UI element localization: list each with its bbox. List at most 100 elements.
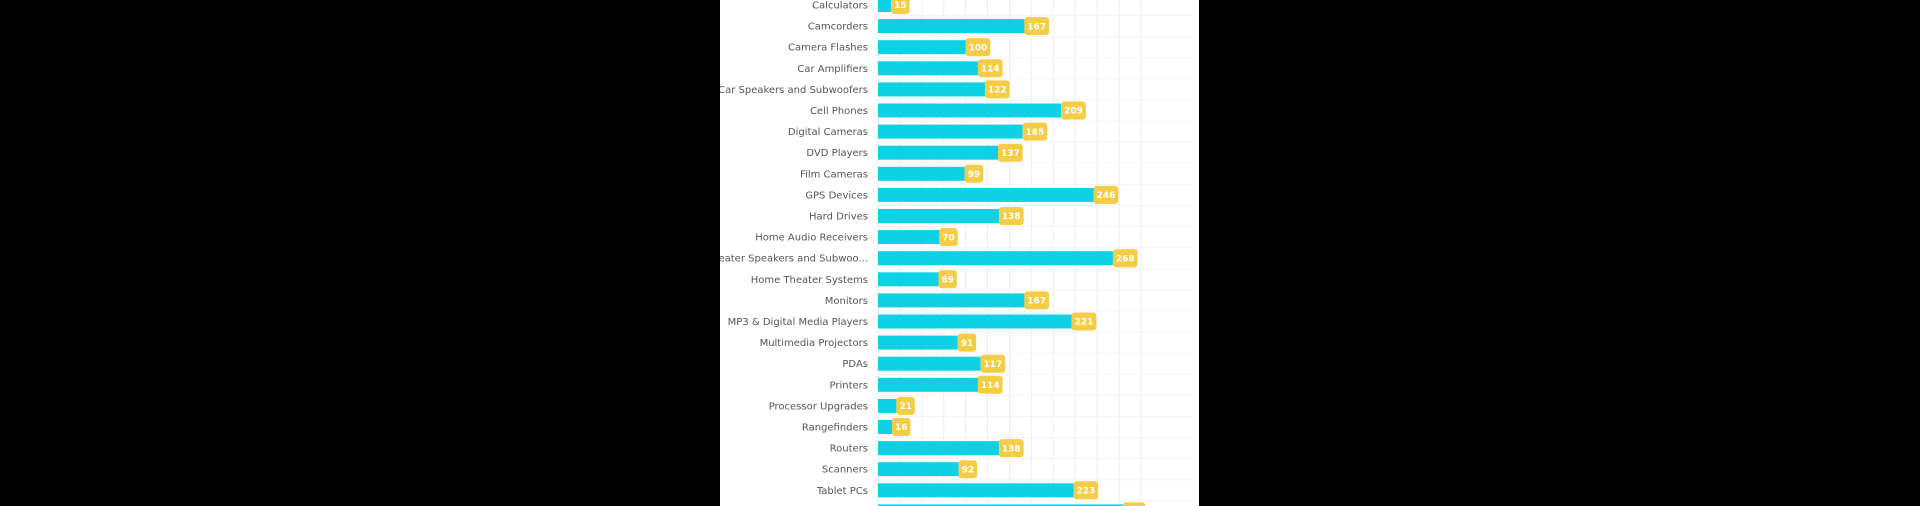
- category-label: Camera Flashes: [788, 43, 868, 54]
- bar: [878, 230, 940, 245]
- category-label: Film Cameras: [800, 169, 868, 180]
- category-label: Home Theater Systems: [751, 275, 868, 286]
- value-label-badge: [938, 270, 957, 289]
- value-label: 223: [1076, 487, 1095, 497]
- category-label: DVD Players: [806, 148, 868, 159]
- value-label: 165: [1026, 128, 1045, 138]
- value-label: 70: [942, 233, 955, 243]
- bar: [878, 19, 1025, 34]
- value-label-badge: [896, 396, 915, 415]
- value-label-badge: [957, 333, 977, 352]
- value-label-badge: [977, 375, 1003, 394]
- value-label-badge: [965, 38, 991, 57]
- value-label-badge: [1071, 312, 1097, 331]
- value-label: 246: [1097, 191, 1116, 201]
- value-label: 117: [983, 360, 1002, 370]
- value-label-badge: [980, 354, 1006, 373]
- value-label: 69: [941, 276, 954, 286]
- value-label-badge: [977, 59, 1003, 78]
- category-label: Routers: [830, 444, 868, 455]
- value-label-badge: [939, 228, 958, 247]
- value-label: 114: [981, 381, 1000, 391]
- bar: [878, 293, 1025, 308]
- category-label: Cell Phones: [810, 106, 868, 117]
- value-label: 209: [1064, 107, 1083, 117]
- category-label: Monitors: [825, 296, 868, 307]
- category-label: Digital Cameras: [788, 127, 868, 138]
- value-label-badge: [1093, 185, 1119, 204]
- value-label-badge: [1024, 291, 1050, 310]
- value-label-badge: [1073, 481, 1099, 500]
- value-label-badge: [1022, 122, 1048, 141]
- bar: [878, 166, 965, 181]
- value-label: 268: [1116, 254, 1135, 264]
- category-label: Processor Upgrades: [769, 401, 868, 412]
- value-label: 16: [895, 423, 908, 433]
- value-label-badge: [1061, 101, 1086, 120]
- bar-chart: Calculators 15 Camcorders 167 Camera Flashes…: [720, 0, 1193, 506]
- bar: [878, 40, 966, 55]
- bar: [878, 335, 958, 350]
- value-label-badge: [998, 207, 1024, 225]
- category-label: ome Theater Speakers and Subwoo...: [720, 254, 868, 265]
- bar: [878, 441, 999, 456]
- category-label: Printers: [830, 380, 868, 391]
- bar: [878, 0, 892, 12]
- bar: [878, 314, 1072, 329]
- value-label-badge-partial: [1123, 502, 1145, 506]
- value-label-badge: [964, 164, 984, 183]
- category-label: Multimedia Projectors: [760, 338, 868, 349]
- bar: [878, 377, 978, 392]
- value-label-badge: [998, 143, 1023, 162]
- category-label: Home Audio Receivers: [755, 233, 868, 244]
- bar: [878, 483, 1074, 498]
- value-label: 91: [961, 339, 974, 349]
- bar-partial: [878, 504, 1123, 506]
- value-label: 122: [988, 86, 1007, 96]
- value-label: 221: [1075, 318, 1094, 328]
- category-label: Rangefinders: [802, 423, 868, 434]
- value-label-badge: [892, 418, 911, 436]
- category-label: Camcorders: [808, 22, 868, 33]
- value-label-badge: [984, 80, 1010, 99]
- bar: [878, 420, 893, 434]
- value-label: 100: [969, 43, 988, 53]
- bar: [878, 61, 978, 76]
- value-label: 15: [894, 1, 907, 11]
- value-label: 92: [962, 465, 975, 475]
- bar: [878, 251, 1113, 266]
- bar: [878, 209, 999, 223]
- bar: [878, 356, 981, 371]
- category-label: Calculators: [812, 1, 868, 12]
- bar: [878, 187, 1094, 202]
- value-label: 99: [968, 170, 981, 180]
- category-label: Car Speakers and Subwoofers: [720, 85, 868, 96]
- category-label: PDAs: [842, 359, 868, 370]
- value-label: 114: [981, 65, 1000, 75]
- value-label-badge: [1024, 17, 1050, 36]
- bar: [878, 272, 939, 287]
- category-label: Car Amplifiers: [797, 64, 868, 75]
- category-label: Hard Drives: [809, 212, 868, 223]
- value-label: 138: [1002, 444, 1021, 454]
- value-label-badge: [998, 439, 1024, 458]
- bar: [878, 398, 897, 413]
- bar: [878, 82, 985, 97]
- value-label-badge: [1112, 249, 1138, 268]
- category-label: GPS Devices: [805, 190, 868, 201]
- chart-panel: Calculators 15 Camcorders 167 Camera Flashes…: [720, 0, 1199, 506]
- category-label: Tablet PCs: [816, 486, 868, 497]
- category-label: Scanners: [822, 465, 868, 476]
- category-label: MP3 & Digital Media Players: [728, 317, 868, 328]
- value-label: 167: [1027, 22, 1046, 32]
- value-label-badge: [891, 0, 910, 14]
- value-label: 21: [899, 402, 912, 412]
- value-label: 167: [1027, 297, 1046, 307]
- value-label: 137: [1001, 149, 1020, 159]
- bar: [878, 124, 1023, 139]
- value-label: 138: [1002, 212, 1021, 222]
- bar: [878, 145, 999, 160]
- bar: [878, 462, 959, 477]
- bar: [878, 103, 1062, 118]
- value-label-badge: [958, 460, 978, 479]
